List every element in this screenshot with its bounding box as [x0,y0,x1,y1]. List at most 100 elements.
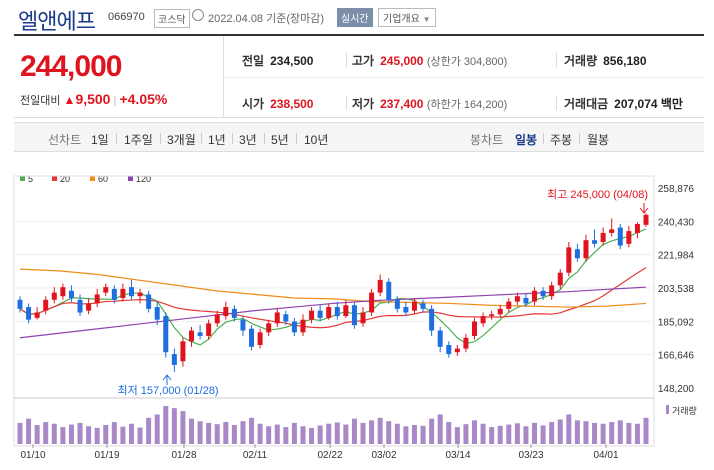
candle-body [403,307,409,313]
tab-1w[interactable]: 1주일 [124,133,153,147]
candle-body [86,303,92,311]
x-tick-label: 01/10 [20,450,45,461]
candle-body [480,316,486,324]
candle-body [326,307,332,318]
volume-bar [360,422,366,444]
volume-bar [163,406,169,444]
volume-bar [343,424,349,444]
volume-bar [566,414,572,444]
candle-body [317,310,323,318]
tab-1d[interactable]: 1일 [91,133,109,147]
price-summary: 244,000 전일대비 ▲9,500 | +4.05% 전일 234,500 고… [14,34,705,118]
volume-legend-swatch [666,405,669,414]
ma20-line [19,267,647,329]
volume-bar [17,422,23,444]
volume-bar [300,426,306,444]
volume-bar [463,424,469,444]
change-label: 전일대비 [20,95,61,107]
volume-bar [257,423,263,444]
volume-bar [540,425,546,444]
stock-header: 엘앤에프 066970 코스닥 2022.04.08 기준(장마감) 실시간 기… [0,0,714,34]
candle-body [240,319,246,331]
legend-label: 60 [98,174,108,184]
candle-body [557,272,563,286]
candle-body [309,310,315,320]
volume-bar [128,423,134,444]
candle-body [463,337,469,349]
volume-bar [68,424,74,444]
volume-bar [506,424,512,444]
tab-3m[interactable]: 3개월 [167,133,196,147]
candle-body [626,231,632,244]
candle-body [206,323,212,336]
tab-weekly[interactable]: 주봉 [550,133,573,147]
candle-body [291,321,297,333]
company-info-label: 기업개요 [383,14,420,25]
chevron-down-icon: ▼ [422,15,431,24]
open-price: 시가 238,500 [242,97,314,111]
base-date: 2022.04.08 기준(장마감) [208,13,325,25]
change-percent: +4.05% [119,91,168,107]
chart-period-tabs: 선차트 1일 1주일 3개월 1년 3년 5년 10년 봉차트 일봉 주봉 월봉 [14,122,704,152]
volume-bar [60,427,66,444]
volume-bar [454,427,460,444]
volume-bar [317,425,323,444]
market-badge: 코스닥 [154,9,190,28]
candle-body [420,303,426,309]
volume-bar [326,423,332,444]
volume-bar [154,414,160,444]
candle-chart-label: 봉차트 [470,133,504,147]
realtime-button[interactable]: 실시간 [337,8,373,27]
candle-body [394,299,400,309]
candle-body [609,229,615,233]
up-triangle-icon: ▲ [63,93,76,107]
y-tick-label: 166,646 [658,351,695,362]
candle-body [523,298,529,304]
candle-body [634,223,640,233]
candle-body [446,344,452,355]
volume-label: 거래량 [672,405,697,416]
volume-bar [189,418,195,444]
candle-body [231,308,237,318]
candle-body [34,312,40,318]
volume-bar [532,422,538,444]
tab-10y[interactable]: 10년 [304,133,329,147]
x-tick-label: 03/02 [371,450,396,461]
candle-body [103,287,109,293]
candle-body [283,314,289,322]
tab-5y[interactable]: 5년 [271,133,289,147]
x-tick-label: 03/23 [518,450,543,461]
candle-body [583,240,589,259]
volume-bar [351,418,357,444]
company-info-dropdown[interactable]: 기업개요 ▼ [378,8,436,27]
candle-body [377,279,383,293]
candle-body [386,281,392,300]
candle-body [489,314,495,317]
volume-bar [600,423,606,444]
candle-body [437,330,443,347]
volume-bar [240,421,246,444]
volume-bar [291,422,297,444]
change-value: 9,500 [75,91,111,107]
candle-body [334,307,340,317]
ma60-line [19,268,647,308]
candle-body [369,292,375,313]
y-tick-label: 185,092 [658,317,695,328]
volume-bar [26,418,32,444]
high-price: 고가 245,000 (상한가 304,800) [352,54,508,68]
volume-bar [214,424,220,444]
volume-bar [197,421,203,444]
candle-body [223,307,229,317]
candle-body [189,330,195,342]
tab-3y[interactable]: 3년 [239,133,257,147]
volume-bar [411,425,417,444]
volume-bar [549,422,555,444]
tab-1y[interactable]: 1년 [208,133,226,147]
candle-body [180,341,186,362]
candle-body [532,290,538,302]
candle-body [163,316,169,353]
tab-daily[interactable]: 일봉 [515,133,538,147]
tab-monthly[interactable]: 월봉 [587,133,610,147]
y-tick-label: 203,538 [658,284,695,295]
volume-bar [334,422,340,444]
